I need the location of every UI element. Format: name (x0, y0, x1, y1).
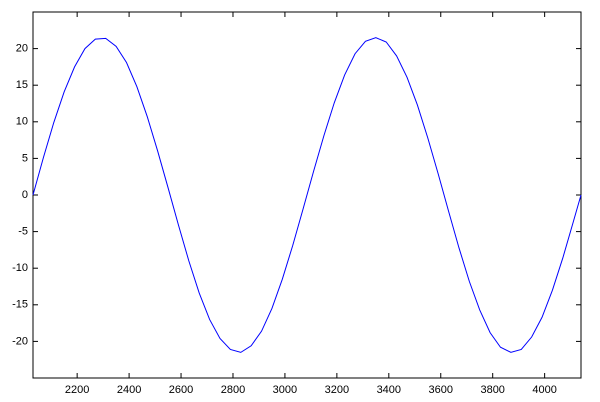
y-tick-label: -5 (18, 226, 28, 238)
x-tick-label: 2800 (221, 384, 245, 396)
x-tick-label: 3000 (273, 384, 297, 396)
y-tick-label: 20 (16, 43, 28, 55)
x-tick-label: 2400 (117, 384, 141, 396)
y-tick-label: 0 (22, 189, 28, 201)
y-tick-label: -20 (12, 335, 28, 347)
line (32, 37, 582, 353)
x-tick-label: 2600 (169, 384, 193, 396)
x-tick-label: 2200 (65, 384, 89, 396)
x-tick-label: 3600 (429, 384, 453, 396)
x-tick-label: 4000 (532, 384, 556, 396)
x-tick-label: 3800 (480, 384, 504, 396)
x-tick-label: 3400 (377, 384, 401, 396)
y-tick-label: 10 (16, 116, 28, 128)
y-tick-label: 15 (16, 79, 28, 91)
y-tick-label: 5 (22, 152, 28, 164)
y-tick-label: -10 (12, 262, 28, 274)
y-tick-label: -15 (12, 299, 28, 311)
x-tick-label: 3200 (325, 384, 349, 396)
